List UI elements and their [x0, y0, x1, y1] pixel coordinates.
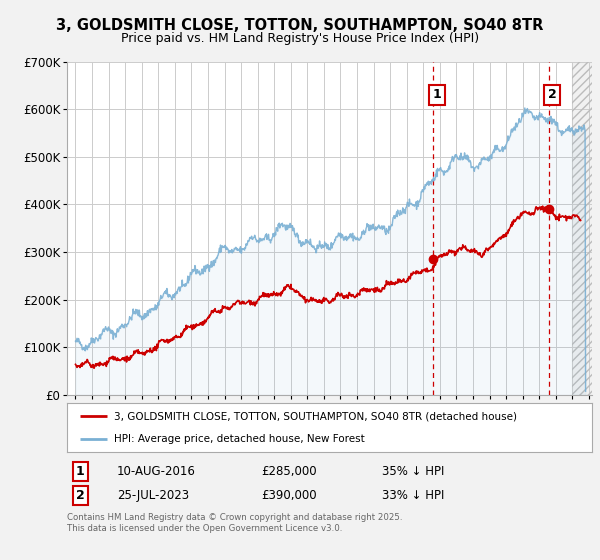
Text: 1: 1 — [76, 465, 85, 478]
Text: Price paid vs. HM Land Registry's House Price Index (HPI): Price paid vs. HM Land Registry's House … — [121, 32, 479, 45]
Text: 25-JUL-2023: 25-JUL-2023 — [117, 489, 189, 502]
Text: 1: 1 — [433, 88, 441, 101]
Text: HPI: Average price, detached house, New Forest: HPI: Average price, detached house, New … — [115, 434, 365, 444]
Bar — [572, 62, 600, 395]
Text: 2: 2 — [548, 88, 556, 101]
Bar — [572, 62, 600, 395]
Text: 3, GOLDSMITH CLOSE, TOTTON, SOUTHAMPTON, SO40 8TR: 3, GOLDSMITH CLOSE, TOTTON, SOUTHAMPTON,… — [56, 18, 544, 33]
Text: 3, GOLDSMITH CLOSE, TOTTON, SOUTHAMPTON, SO40 8TR (detached house): 3, GOLDSMITH CLOSE, TOTTON, SOUTHAMPTON,… — [115, 412, 517, 422]
Text: 2: 2 — [76, 489, 85, 502]
Text: £390,000: £390,000 — [262, 489, 317, 502]
Text: 10-AUG-2016: 10-AUG-2016 — [117, 465, 196, 478]
Text: 35% ↓ HPI: 35% ↓ HPI — [382, 465, 445, 478]
Text: £285,000: £285,000 — [262, 465, 317, 478]
Text: 33% ↓ HPI: 33% ↓ HPI — [382, 489, 445, 502]
Text: Contains HM Land Registry data © Crown copyright and database right 2025.
This d: Contains HM Land Registry data © Crown c… — [67, 514, 403, 533]
